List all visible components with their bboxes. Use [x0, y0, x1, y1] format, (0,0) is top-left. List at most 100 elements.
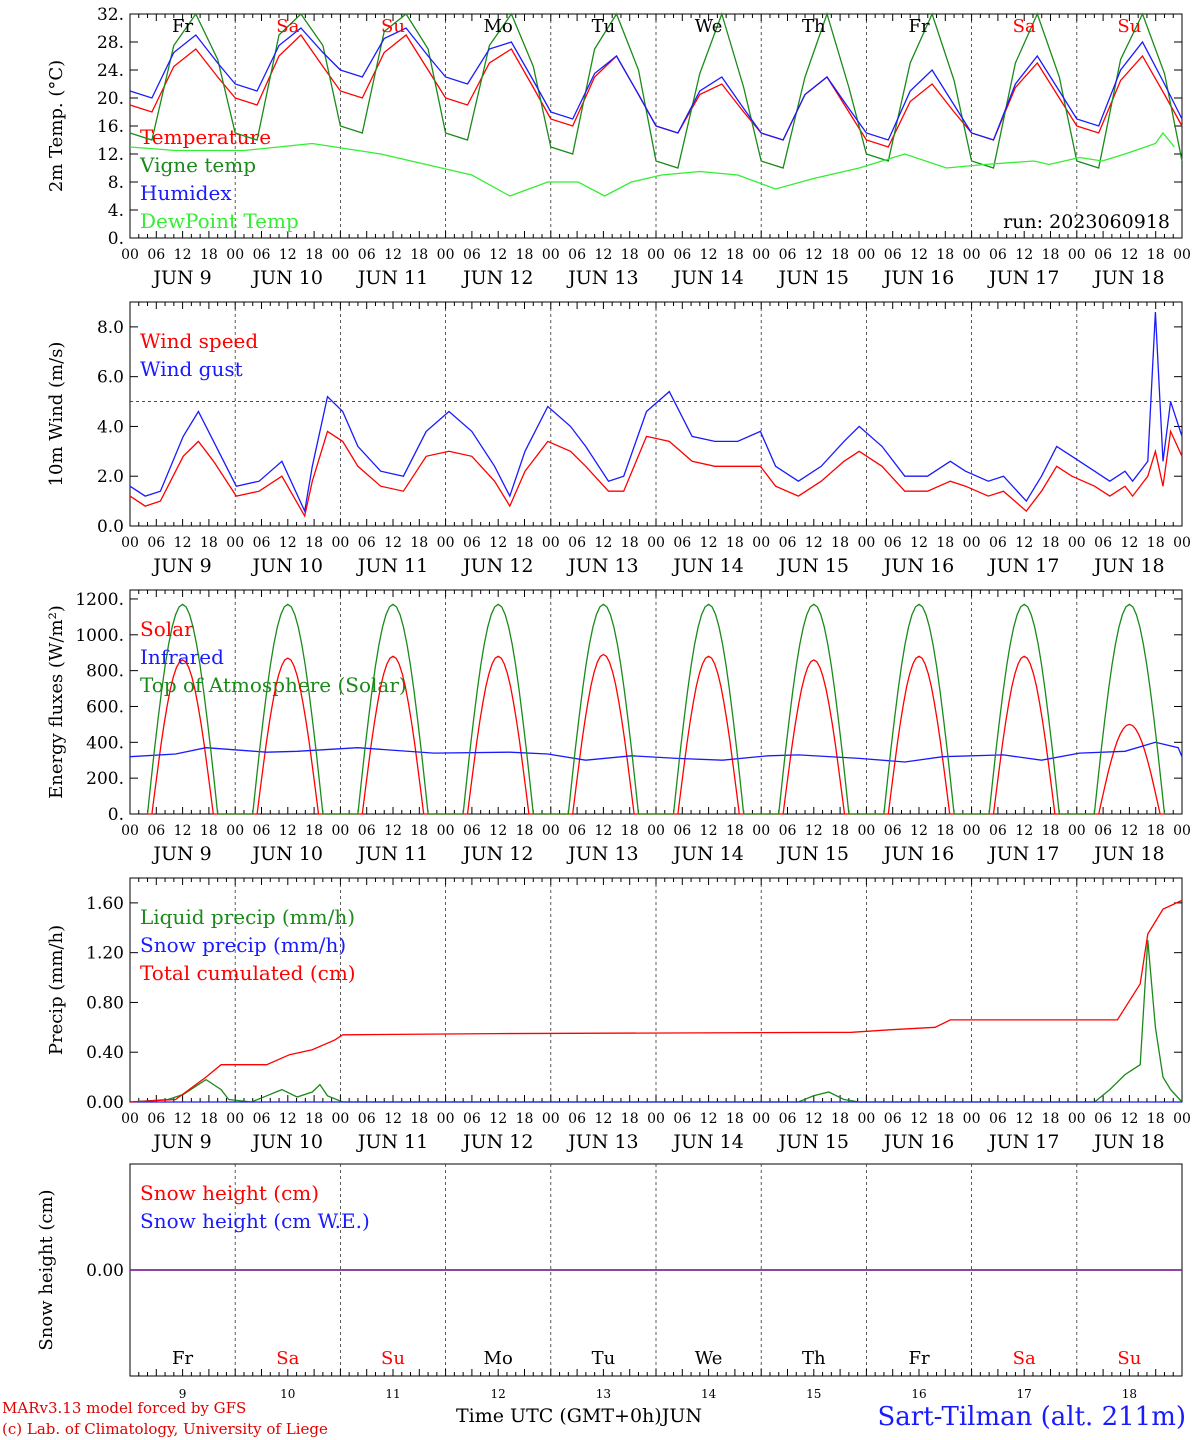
x-hour-label: 12 [910, 1111, 928, 1127]
legend-entry: DewPoint Temp [140, 209, 299, 233]
x-date-label: JUN 18 [1092, 555, 1164, 577]
x-hour-label: 18 [1147, 1111, 1165, 1127]
x-hour-label: 00 [542, 535, 560, 551]
x-hour-label: 00 [857, 247, 875, 263]
x-hour-label: 12 [384, 1111, 402, 1127]
x-date-label: JUN 9 [151, 555, 211, 577]
x-hour-label: 06 [358, 823, 376, 839]
x-hour-label: 06 [253, 535, 271, 551]
x-date-label: JUN 12 [461, 555, 533, 577]
x-hour-label: 00 [963, 823, 981, 839]
x-hour-label: 00 [121, 823, 139, 839]
x-hour-label: 06 [989, 1111, 1007, 1127]
y-tick-label: 1200. [75, 590, 124, 610]
x-date-label: JUN 15 [777, 843, 849, 865]
y-tick-label: 0. [108, 805, 124, 825]
x-hour-label: 06 [147, 535, 165, 551]
x-hour-label: 00 [331, 1111, 349, 1127]
day-of-week-label: Th [802, 1348, 826, 1369]
x-hour-label: 18 [305, 823, 323, 839]
x-hour-label: 12 [174, 823, 192, 839]
y-tick-label: 400. [86, 733, 124, 753]
x-hour-label: 06 [253, 823, 271, 839]
x-hour-label: 12 [1120, 535, 1138, 551]
x-hour-label: 18 [305, 247, 323, 263]
y-axis-label-energy: Energy fluxes (W/m²) [46, 605, 67, 799]
x-hour-label: 18 [936, 535, 954, 551]
legend-entry: Snow height (cm) [140, 1181, 319, 1205]
y-axis-label-temp: 2m Temp. (°C) [46, 60, 67, 192]
x-hour-label: 18 [516, 823, 534, 839]
x-hour-label: 00 [1068, 823, 1086, 839]
x-hour-label: 12 [594, 1111, 612, 1127]
x-hour-label: 12 [279, 1111, 297, 1127]
x-date-label: JUN 13 [566, 267, 638, 289]
x-date-label: JUN 12 [461, 267, 533, 289]
y-tick-label: 600. [86, 697, 124, 717]
x-hour-label: 12 [700, 535, 718, 551]
x-hour-label: 18 [726, 823, 744, 839]
x-hour-label: 06 [673, 1111, 691, 1127]
day-of-week-label: Th [802, 16, 826, 37]
x-hour-label: 18 [200, 1111, 218, 1127]
day-number-label: 14 [701, 1387, 717, 1401]
day-of-week-label: Mo [484, 1348, 513, 1369]
x-hour-label: 12 [384, 823, 402, 839]
x-hour-label: 00 [1068, 1111, 1086, 1127]
x-hour-label: 00 [542, 1111, 560, 1127]
x-hour-label: 00 [963, 1111, 981, 1127]
time-axis-month: JUN [661, 1405, 702, 1427]
x-hour-label: 18 [410, 823, 428, 839]
x-hour-label: 18 [200, 535, 218, 551]
x-hour-label: 12 [174, 247, 192, 263]
x-hour-label: 12 [174, 1111, 192, 1127]
x-hour-label: 12 [174, 535, 192, 551]
y-tick-label: 20. [97, 89, 124, 109]
x-hour-label: 12 [805, 535, 823, 551]
x-hour-label: 18 [305, 1111, 323, 1127]
x-hour-label: 00 [857, 1111, 875, 1127]
x-hour-label: 00 [647, 247, 665, 263]
x-hour-label: 06 [358, 247, 376, 263]
x-hour-label: 18 [621, 535, 639, 551]
series-line [129, 11, 1183, 169]
legend-entry: Snow precip (mm/h) [140, 933, 346, 957]
day-of-week-label: Tu [592, 1348, 616, 1369]
y-tick-label: 200. [86, 769, 124, 789]
x-hour-label: 00 [1068, 247, 1086, 263]
day-of-week-label: Fr [172, 1348, 193, 1369]
x-hour-label: 18 [1147, 823, 1165, 839]
y-tick-label: 32. [97, 5, 124, 25]
y-tick-label: 8.0 [97, 318, 124, 338]
x-hour-label: 12 [1120, 247, 1138, 263]
x-hour-label: 06 [884, 247, 902, 263]
y-tick-label: 8. [108, 173, 124, 193]
day-number-label: 10 [280, 1387, 295, 1401]
x-hour-label: 00 [331, 823, 349, 839]
day-number-label: 16 [911, 1387, 926, 1401]
x-hour-label: 00 [331, 247, 349, 263]
x-hour-label: 12 [489, 247, 507, 263]
x-hour-label: 00 [542, 247, 560, 263]
y-tick-label: 16. [97, 117, 124, 137]
y-tick-label: 1.20 [86, 944, 124, 964]
series-line [129, 429, 1183, 518]
y-tick-label: 2.0 [97, 467, 124, 487]
y-tick-label: 0.00 [86, 1093, 124, 1113]
x-hour-label: 18 [200, 247, 218, 263]
x-hour-label: 06 [1094, 1111, 1112, 1127]
x-hour-label: 18 [621, 1111, 639, 1127]
y-tick-label: 1.60 [86, 894, 124, 914]
x-hour-label: 06 [358, 1111, 376, 1127]
x-date-label: JUN 16 [882, 267, 954, 289]
y-tick-label: 0.00 [86, 1261, 124, 1281]
x-hour-label: 12 [489, 823, 507, 839]
x-date-label: JUN 15 [777, 555, 849, 577]
x-hour-label: 06 [147, 1111, 165, 1127]
x-hour-label: 00 [1173, 823, 1191, 839]
model-credit: MARv3.13 model forced by GFS [2, 1399, 247, 1417]
series-line [129, 311, 1183, 514]
x-hour-label: 18 [200, 823, 218, 839]
x-hour-label: 18 [621, 247, 639, 263]
